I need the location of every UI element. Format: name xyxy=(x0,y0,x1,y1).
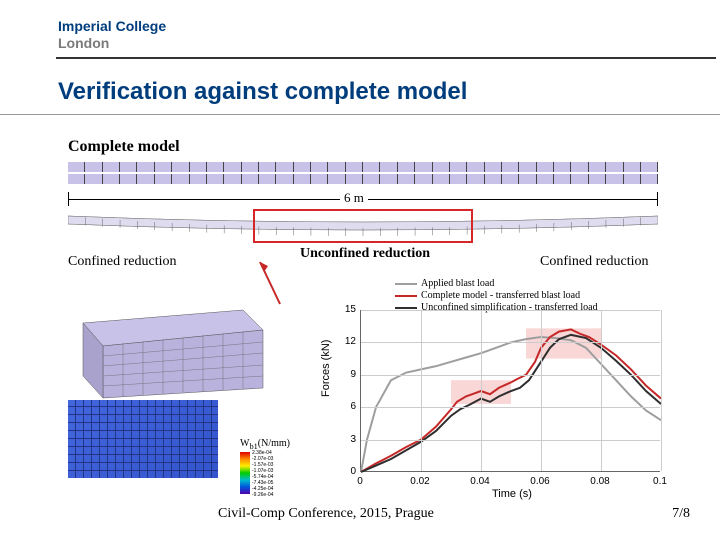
chart-ylabel: Forces (kN) xyxy=(320,340,332,397)
forces-chart: Forces (kN) Time (s) 03691215 00.020.040… xyxy=(332,310,672,492)
footer-page-number: 7/8 xyxy=(672,506,690,522)
institution-logo: Imperial College London xyxy=(58,18,716,59)
title-underline xyxy=(0,114,720,115)
logo-underline xyxy=(56,57,716,59)
confined-right-label: Confined reduction xyxy=(540,254,648,270)
chart-xlabel: Time (s) xyxy=(492,488,532,500)
colorbar-labels: 2.38e-04-2.07e-03-1.57e-03-1.07e-03-5.74… xyxy=(252,450,273,498)
logo-line-2: London xyxy=(58,35,716,51)
unconfined-label: Unconfined reduction xyxy=(300,246,430,262)
highlight-box xyxy=(253,209,473,243)
dimension-label: 6 m xyxy=(340,190,368,206)
page-title: Verification against complete model xyxy=(58,78,467,106)
chart-legend: Applied blast loadComplete model - trans… xyxy=(395,278,598,314)
mesh-3d-block xyxy=(68,298,268,403)
footer-conference: Civil-Comp Conference, 2015, Prague xyxy=(218,506,434,522)
complete-model-label: Complete model xyxy=(68,138,180,156)
logo-line-1: Imperial College xyxy=(58,18,716,34)
colorbar xyxy=(240,452,250,494)
bar-model-1 xyxy=(68,162,658,184)
mesh-panel xyxy=(68,400,218,478)
confined-left-label: Confined reduction xyxy=(68,254,176,270)
